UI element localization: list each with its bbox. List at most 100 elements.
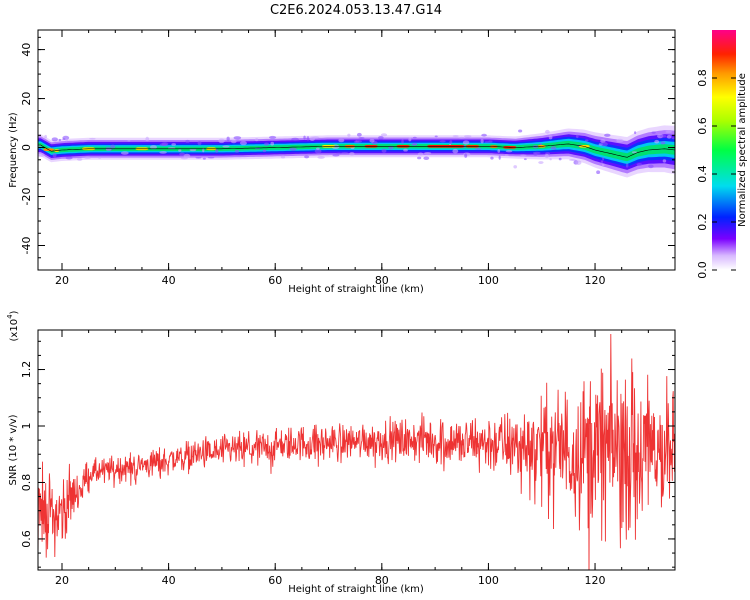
spectrogram-band: [38, 138, 675, 164]
spectrogram-speckle: [504, 154, 509, 157]
spectrogram-speckle: [569, 159, 576, 161]
colorbar-tick-label: 0.2: [696, 213, 709, 231]
spectrogram-speckle: [207, 156, 215, 159]
spectrogram-speckle: [347, 133, 351, 137]
spectrogram-speckle: [178, 149, 182, 152]
spectrogram-speckle: [120, 151, 129, 155]
spectrogram-speckle: [314, 149, 322, 154]
spectrogram-speckle: [616, 138, 624, 143]
spectrogram-speckle: [84, 156, 91, 160]
spectrogram-x-tick-label: 20: [55, 274, 69, 287]
spectrogram-speckle: [335, 152, 343, 155]
spectrogram-speckle: [488, 140, 493, 143]
snr-y-tick-label: 0.6: [20, 530, 33, 548]
spectrogram-speckle: [558, 157, 562, 161]
spectrogram-speckle: [403, 148, 408, 152]
colorbar-tick-label: 0.4: [696, 165, 709, 183]
spectrogram-speckle: [291, 137, 299, 141]
spectrogram-speckle: [354, 140, 360, 143]
spectrogram-speckle: [218, 138, 225, 144]
spectrogram-y-tick-label: 40: [20, 43, 33, 57]
spectrogram-speckle: [44, 134, 48, 139]
colorbar-tick-label: 0.8: [696, 69, 709, 87]
spectrogram-speckle: [380, 133, 388, 137]
spectrogram-x-tick-label: 100: [478, 274, 499, 287]
spectrogram-speckle: [303, 135, 306, 140]
spectrogram-speckle: [596, 170, 601, 175]
spectrogram-speckle: [226, 136, 230, 142]
spectrogram-speckle: [65, 156, 73, 160]
spectrogram-speckle: [317, 155, 325, 159]
spectrogram-speckle: [423, 156, 430, 160]
snr-multiplier-base: (x10: [9, 319, 20, 342]
spectrogram-speckle: [490, 156, 494, 160]
spectrogram-ticks: 20 40 60 80 100 120 -40 -20 0 20 40: [20, 30, 676, 287]
spectrogram-speckle: [381, 148, 387, 153]
spectrogram-speckle: [349, 152, 355, 156]
spectrogram-speckle: [197, 141, 202, 146]
spectrogram-speckle: [417, 152, 424, 156]
spectrogram-speckle: [484, 141, 490, 143]
spectrogram-speckle: [52, 153, 57, 158]
spectrogram-speckle: [659, 134, 667, 138]
spectrogram-speckle: [202, 157, 206, 160]
spectrogram-speckle: [341, 152, 349, 154]
spectrogram-speckle: [76, 157, 83, 161]
colorbar: 0.0 0.2 0.4 0.6 0.8 Normalized spectral ampl…: [696, 30, 748, 279]
spectrogram-speckle: [189, 148, 197, 152]
spectrogram-speckle: [648, 164, 654, 169]
spectrogram-speckle: [601, 163, 605, 167]
spectrogram-heatmap: [38, 125, 675, 178]
spectrogram-speckle: [161, 142, 169, 146]
spectrogram-y-tick-label: 0: [20, 144, 33, 151]
spectrogram-speckle: [356, 132, 362, 137]
colorbar-gradient: [712, 30, 736, 270]
spectrogram-speckle: [234, 149, 240, 153]
spectrogram-speckle: [65, 138, 68, 142]
snr-x-tick-label: 40: [162, 574, 176, 587]
spectrogram-speckle: [183, 153, 191, 159]
spectrogram-y-tick-label: -40: [20, 237, 33, 255]
snr-ticks: 20 40 60 80 100 120 0.6 0.8 1 1.2: [20, 330, 676, 587]
spectrogram-band: [38, 140, 675, 162]
spectrogram-x-tick-label: 40: [162, 274, 176, 287]
spectrogram-speckle: [181, 157, 188, 160]
spectrogram-speckle: [498, 155, 501, 160]
snr-y-tick-label: 0.8: [20, 474, 33, 492]
spectrogram-speckle: [316, 147, 320, 150]
snr-y-tick-label: 1: [20, 423, 33, 430]
spectrogram-speckle: [159, 151, 167, 154]
spectrogram-speckle: [452, 148, 459, 154]
spectrogram-speckle: [575, 160, 582, 165]
spectrogram-speckle: [51, 137, 58, 142]
spectrogram-speckle: [145, 136, 150, 142]
spectrogram-speckle: [110, 144, 116, 149]
spectrogram-speckle: [358, 136, 365, 139]
spectrogram-speckle: [462, 140, 470, 145]
spectrogram-speckle: [264, 142, 270, 146]
spectrogram-speckle: [98, 156, 102, 159]
spectrogram-speckle: [262, 149, 267, 153]
spectrogram-speckle: [222, 145, 230, 148]
spectrogram-speckle: [417, 156, 422, 160]
spectrogram-speckle: [195, 156, 202, 159]
spectrogram-speckle: [602, 156, 605, 161]
spectrogram-frame: [37, 29, 676, 271]
snr-multiplier-exponent: 4: [6, 314, 14, 319]
spectrogram-speckle: [634, 131, 637, 135]
spectrogram-speckle: [215, 148, 219, 153]
snr-x-tick-label: 20: [55, 574, 69, 587]
spectrogram-speckle: [481, 133, 487, 137]
spectrogram-speckle: [523, 158, 527, 161]
spectrogram-speckle: [280, 155, 286, 159]
spectrogram-speckle: [600, 160, 604, 164]
spectrogram-y-tick-label: 20: [20, 92, 33, 106]
spectrogram-speckle: [270, 141, 275, 146]
spectrogram-y-tick-label: -20: [20, 188, 33, 206]
spectrogram-speckle: [439, 140, 446, 143]
spectrogram-speckle: [38, 152, 45, 157]
spectrogram-speckle: [338, 138, 345, 143]
spectrogram-speckle: [150, 145, 157, 150]
spectrogram-speckle: [255, 137, 259, 142]
